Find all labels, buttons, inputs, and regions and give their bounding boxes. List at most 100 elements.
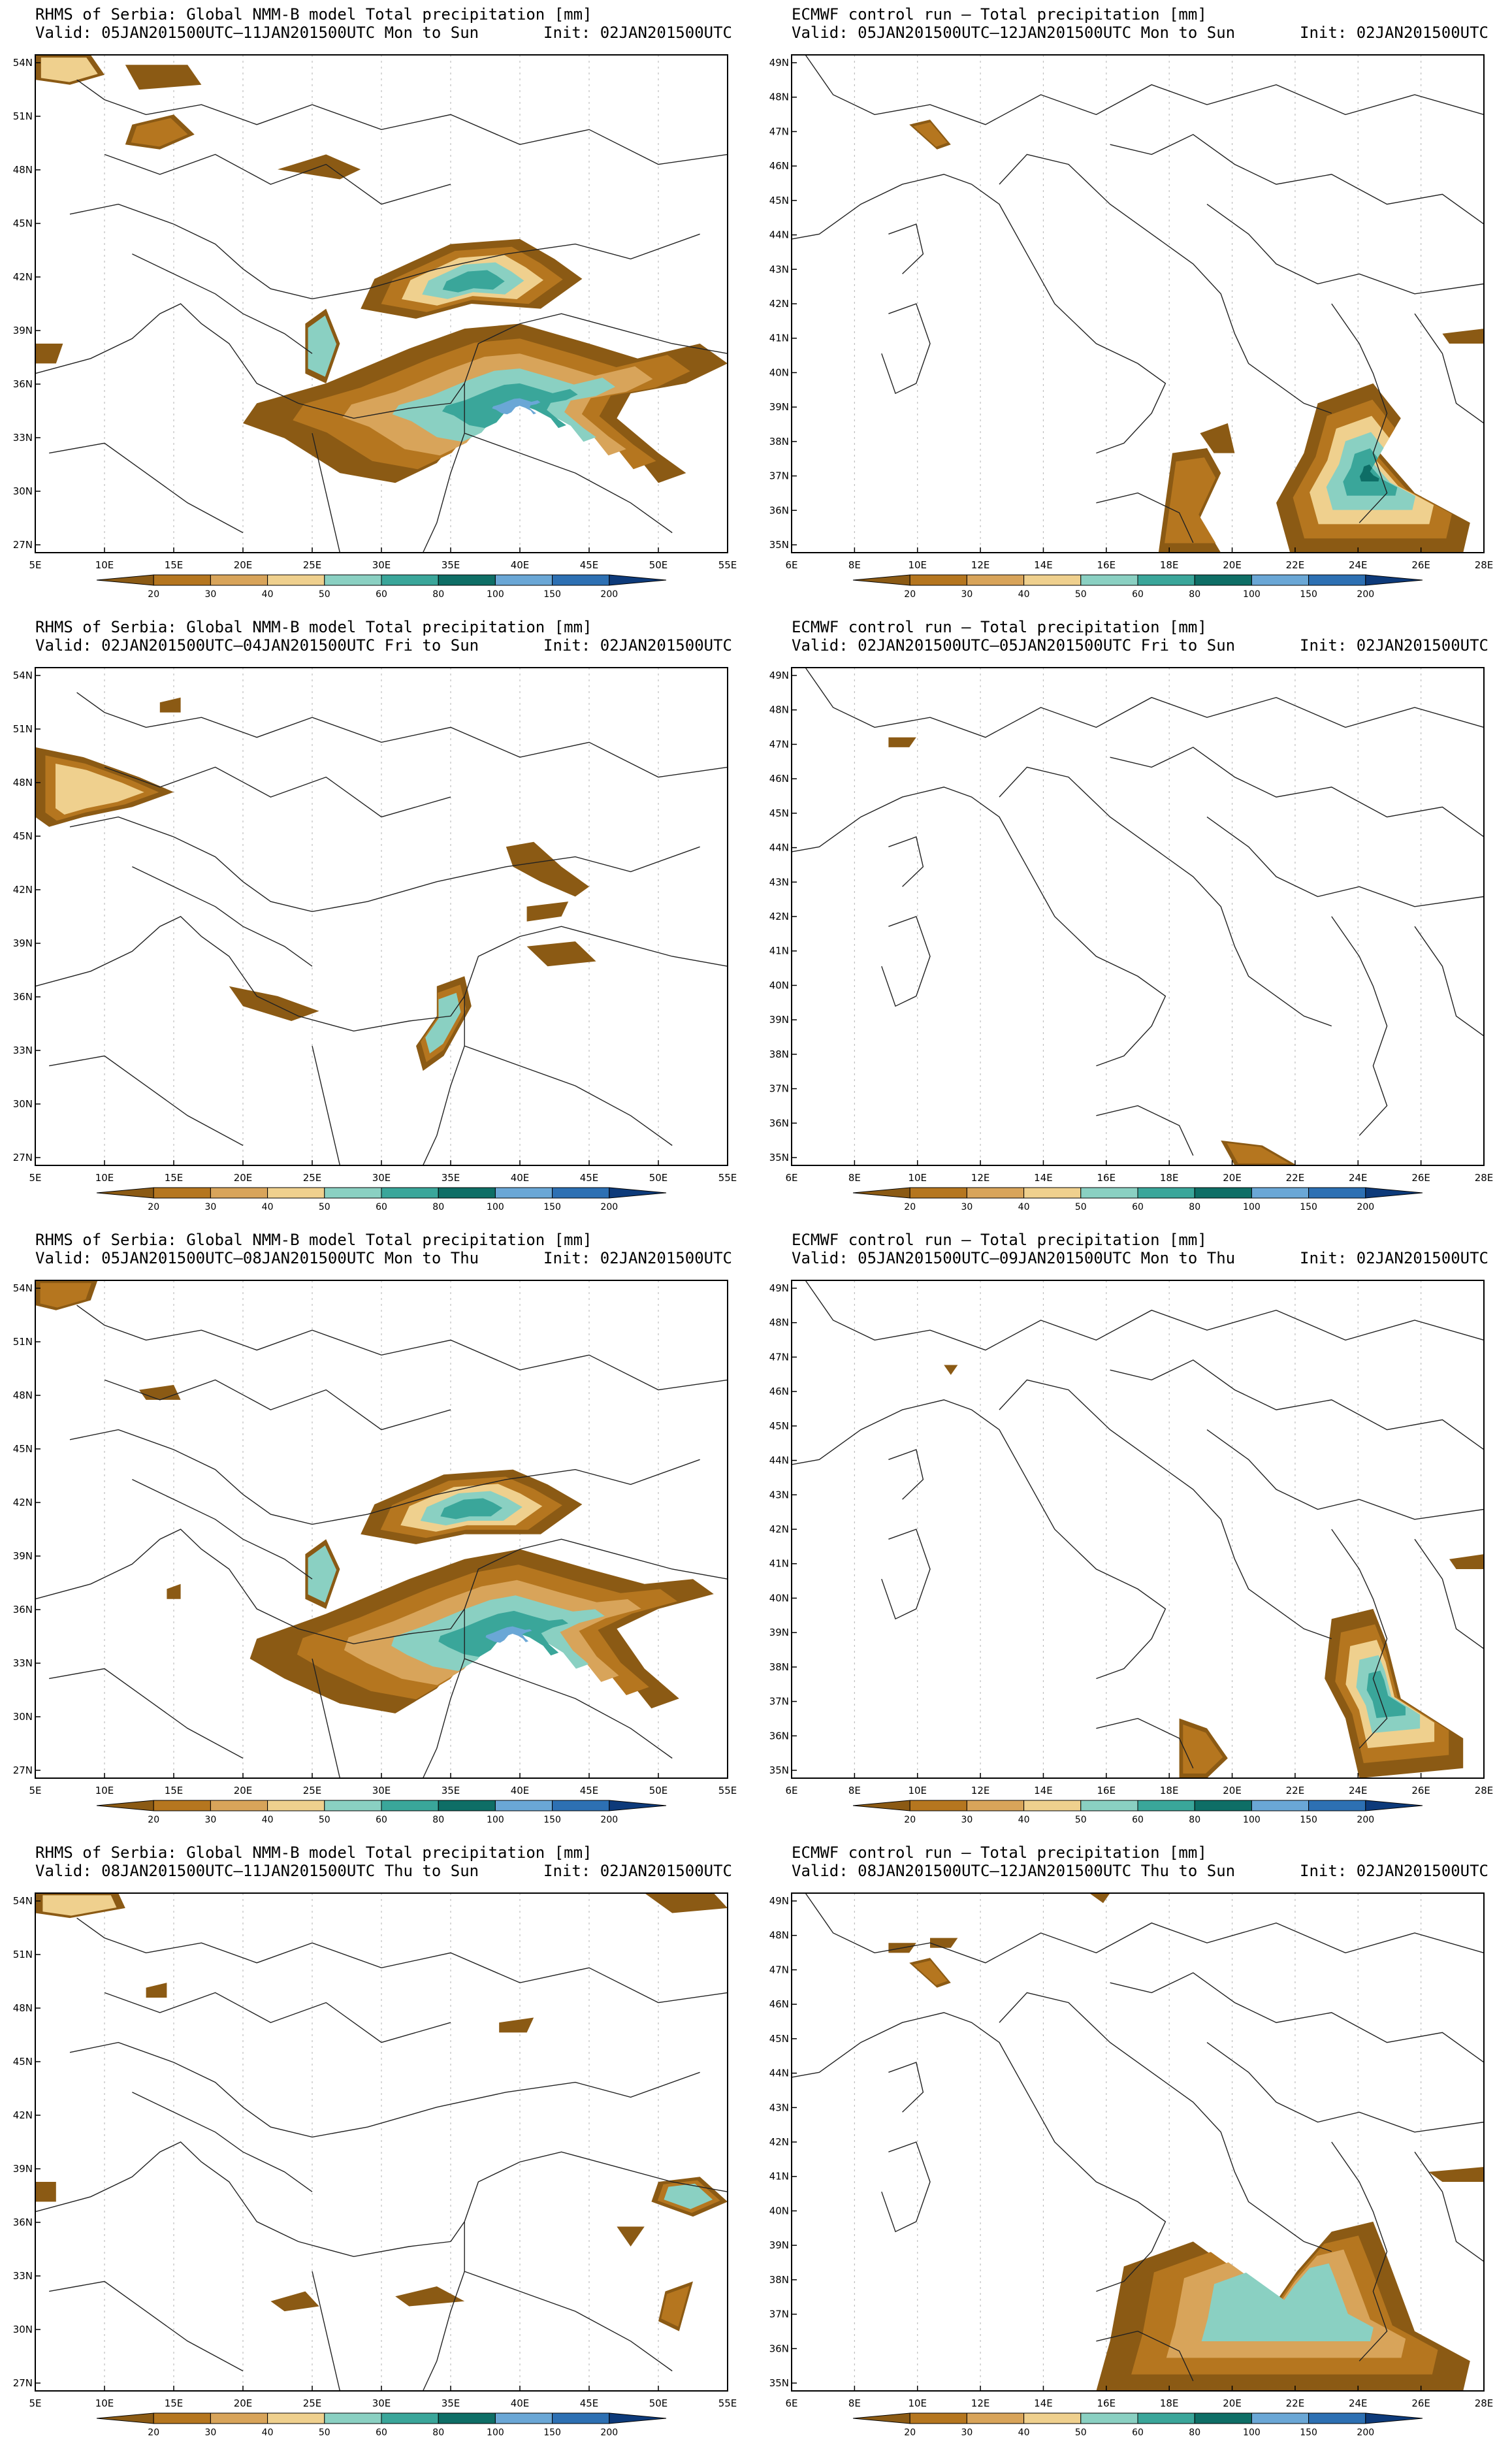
x-tick-label: 14E: [1034, 1172, 1053, 1184]
color-bar-segment: [852, 1187, 910, 1199]
coastline: [881, 916, 931, 1007]
y-tick-label: 51N: [13, 110, 33, 122]
color-bar-segment: [1365, 1800, 1423, 1811]
color-bar-label: 40: [262, 2427, 274, 2438]
coastline: [791, 1399, 1166, 1680]
precip-map: 5E 10E 15E 20E 25E 30E 35E 40E 45E 50E 55E 54N 51N 48…: [13, 54, 737, 600]
precip-field: [35, 55, 728, 483]
color-bar-label: 20: [904, 589, 916, 600]
color-bar-segment: [1023, 2412, 1082, 2424]
y-tick-label: 46N: [769, 160, 789, 172]
coastline: [69, 2041, 700, 2138]
coastline: [1414, 313, 1485, 424]
precip-area: [913, 122, 948, 147]
y-tick-label: 41N: [769, 945, 789, 957]
color-bar: 20 30 40 50 60 80 100 150 200: [96, 1187, 667, 1212]
precip-area: [35, 344, 63, 364]
precip-area: [1449, 1554, 1484, 1569]
y-tick-label: 45N: [13, 1443, 33, 1455]
y-tick-label: 40N: [769, 1592, 789, 1604]
x-tick-label: 10E: [95, 559, 114, 571]
color-bar-label: 20: [904, 1815, 916, 1825]
x-tick-label: 24E: [1349, 1785, 1368, 1796]
color-bar-segment: [381, 574, 439, 586]
y-tick-label: 42N: [13, 1497, 33, 1508]
y-tick-label: 41N: [769, 333, 789, 344]
coastline: [999, 1992, 1332, 2252]
color-bar-label: 50: [1075, 1202, 1087, 1212]
y-tick-label: 41N: [769, 1558, 789, 1570]
color-bar-segment: [153, 2412, 211, 2424]
color-bar-segment: [494, 1187, 553, 1199]
coastline: [422, 996, 465, 1166]
color-bar-segment: [324, 574, 382, 586]
x-tick-label: 30E: [372, 2397, 391, 2409]
x-tick-label: 10E: [908, 559, 927, 571]
x-tick-label: 5E: [29, 2397, 41, 2409]
y-tick-label: 27N: [13, 2377, 33, 2389]
coastline: [1331, 2141, 1388, 2362]
init-time: Init: 02JAN201500UTC: [543, 1862, 732, 1880]
y-tick-label: 44N: [769, 1455, 789, 1467]
x-tick-label: 30E: [372, 1785, 391, 1796]
precip-area: [1428, 2167, 1484, 2182]
color-bar-label: 150: [1300, 1202, 1317, 1212]
panel-nmmb-fri-sun: 5E 10E 15E 20E 25E 30E 35E 40E 45E 50E 55E 54N 51N 48…: [0, 613, 756, 1226]
precip-area: [270, 2291, 319, 2312]
y-tick-label: 38N: [769, 1661, 789, 1673]
precip-area: [425, 992, 461, 1054]
y-tick-label: 48N: [769, 1930, 789, 1941]
coastline: [464, 2271, 673, 2372]
x-tick-label: 24E: [1349, 1172, 1368, 1184]
coastline: [888, 2062, 924, 2113]
color-bar-segment: [852, 1800, 910, 1811]
precip-area: [42, 1895, 117, 1916]
y-tick-label: 35N: [769, 2377, 789, 2389]
valid-period: Valid: 02JAN201500UTC–04JAN201500UTC Fri…: [35, 636, 479, 655]
coastline: [76, 692, 728, 778]
y-tick-label: 30N: [13, 1711, 33, 1723]
coastlines: [791, 54, 1485, 544]
color-bar-label: 100: [487, 589, 504, 600]
y-tick-label: 49N: [769, 670, 789, 681]
color-bar-label: 50: [319, 589, 330, 600]
y-tick-label: 39N: [13, 2163, 33, 2175]
color-bar-label: 20: [904, 1202, 916, 1212]
color-bar-segment: [381, 1187, 439, 1199]
y-tick-label: 27N: [13, 1152, 33, 1163]
x-tick-label: 10E: [908, 1785, 927, 1796]
coastline: [464, 432, 673, 534]
color-bar-label: 200: [600, 1202, 618, 1212]
x-tick-label: 25E: [303, 2397, 322, 2409]
color-bar-label: 100: [1243, 2427, 1261, 2438]
color-bar-label: 200: [600, 1815, 618, 1825]
precip-map: 5E 10E 15E 20E 25E 30E 35E 40E 45E 50E 55E 54N 51N 48…: [13, 1280, 737, 1825]
coastline: [312, 432, 341, 553]
precip-field: [888, 737, 1297, 1165]
precip-area: [35, 2182, 56, 2202]
color-bar-label: 60: [376, 2427, 387, 2438]
color-bar-segment: [381, 2412, 439, 2424]
y-tick-label: 48N: [769, 91, 789, 103]
coastline: [888, 836, 924, 887]
precip-area: [146, 1983, 167, 1998]
panel-title: ECMWF control run – Total precipitation …: [792, 1231, 1207, 1249]
precip-area: [617, 2226, 645, 2247]
color-bar-label: 30: [961, 589, 973, 600]
y-tick-label: 47N: [769, 738, 789, 750]
coastline: [805, 1892, 1485, 1964]
coastline: [1206, 1429, 1485, 1520]
panel-title: RHMS of Serbia: Global NMM-B model Total…: [35, 5, 592, 24]
panel-ecmwf-thu-sun: 6E 8E 10E 12E 14E 16E 18E 20E 22E 24E 26E 28E 49N 48N…: [756, 1838, 1512, 2451]
y-tick-label: 37N: [769, 1696, 789, 1708]
precip-area: [485, 1626, 532, 1643]
color-bar-label: 30: [961, 1202, 973, 1212]
x-tick-label: 28E: [1475, 559, 1494, 571]
x-tick-label: 18E: [1160, 2397, 1179, 2409]
x-tick-label: 35E: [442, 2397, 460, 2409]
x-tick-label: 30E: [372, 1172, 391, 1184]
coastline: [49, 2281, 244, 2372]
panel-title: RHMS of Serbia: Global NMM-B model Total…: [35, 1843, 592, 1862]
coastline: [881, 2141, 931, 2233]
y-tick-label: 30N: [13, 2324, 33, 2335]
